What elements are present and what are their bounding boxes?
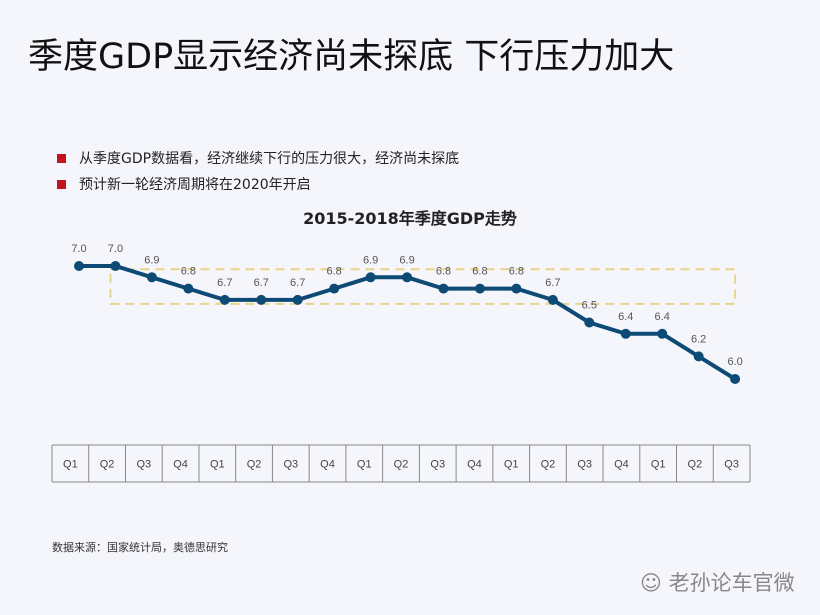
watermark: ☺ 老孙论车官微 — [640, 567, 795, 597]
data-label: 6.7 — [217, 277, 232, 289]
highlight-box — [109, 268, 737, 305]
data-label: 6.9 — [399, 254, 414, 266]
x-tick-label: Q3 — [283, 459, 298, 471]
data-label: 6.2 — [691, 333, 706, 345]
data-point — [547, 294, 558, 305]
data-source: 数据来源：国家统计局，奥德思研究 — [52, 541, 228, 554]
data-label: 7.0 — [71, 243, 86, 255]
x-tick-label: Q1 — [357, 459, 372, 471]
data-label: 6.9 — [363, 254, 378, 266]
data-label: 6.7 — [545, 277, 560, 289]
bullet-item: 从季度GDP数据看，经济继续下行的压力很大，经济尚未探底 — [57, 146, 459, 172]
data-label: 6.0 — [727, 356, 742, 368]
bullet-square-icon — [57, 180, 66, 189]
x-tick-label: Q3 — [136, 459, 151, 471]
x-tick-label: Q1 — [504, 459, 519, 471]
data-label: 6.8 — [472, 266, 487, 278]
data-label: 6.8 — [181, 266, 196, 278]
slide-title: 季度GDP显示经济尚未探底 下行压力加大 — [28, 37, 675, 77]
data-point — [146, 272, 157, 283]
bullet-item: 预计新一轮经济周期将在2020年开启 — [57, 172, 459, 198]
data-label: 7.0 — [108, 243, 123, 255]
data-label: 6.8 — [327, 266, 342, 278]
x-tick-label: Q3 — [577, 459, 592, 471]
x-tick-label: Q1 — [651, 459, 666, 471]
data-point — [365, 272, 376, 283]
data-point — [183, 283, 194, 294]
x-tick-label: Q1 — [210, 459, 225, 471]
chart-title: 2015-2018年季度GDP走势 — [303, 209, 517, 228]
watermark-text: 老孙论车官微 — [668, 571, 795, 595]
data-point — [329, 283, 340, 294]
data-label: 6.8 — [436, 266, 451, 278]
data-point — [110, 261, 121, 271]
x-tick-label: Q4 — [614, 459, 629, 471]
x-tick-label: Q3 — [724, 459, 739, 471]
data-point — [620, 328, 631, 339]
x-tick-label: Q1 — [63, 459, 78, 471]
data-point — [74, 261, 84, 271]
x-tick-label: Q4 — [173, 459, 188, 471]
data-point — [730, 374, 741, 384]
x-tick-label: Q2 — [394, 459, 409, 471]
data-label: 6.5 — [582, 300, 597, 312]
x-tick-label: Q4 — [467, 459, 482, 471]
data-label: 6.4 — [655, 311, 670, 323]
x-tick-label: Q2 — [100, 459, 115, 471]
data-point — [584, 317, 595, 328]
data-label: 6.7 — [290, 277, 305, 289]
data-point — [474, 283, 485, 294]
x-tick-label: Q2 — [247, 459, 262, 471]
bullet-square-icon — [57, 154, 66, 163]
data-point — [511, 283, 522, 294]
series-line — [79, 264, 737, 381]
bullet-text: 预计新一轮经济周期将在2020年开启 — [79, 177, 311, 193]
x-tick-label: Q3 — [430, 459, 445, 471]
bullet-text: 从季度GDP数据看，经济继续下行的压力很大，经济尚未探底 — [79, 151, 460, 167]
bullet-list: 从季度GDP数据看，经济继续下行的压力很大，经济尚未探底 预计新一轮经济周期将在… — [57, 146, 459, 198]
data-point — [219, 294, 230, 305]
data-point — [402, 272, 413, 283]
x-tick-label: Q4 — [320, 459, 335, 471]
data-label: 6.9 — [144, 254, 159, 266]
data-point — [693, 351, 704, 362]
data-label: 6.4 — [618, 311, 633, 323]
data-point — [256, 294, 267, 305]
data-point — [657, 328, 668, 339]
data-point — [292, 294, 303, 305]
data-point — [438, 283, 449, 294]
wechat-icon: ☺ — [640, 571, 669, 595]
data-label: 6.7 — [254, 277, 269, 289]
data-label: 6.8 — [509, 266, 524, 278]
x-tick-label: Q2 — [541, 459, 556, 471]
x-tick-label: Q2 — [688, 459, 703, 471]
